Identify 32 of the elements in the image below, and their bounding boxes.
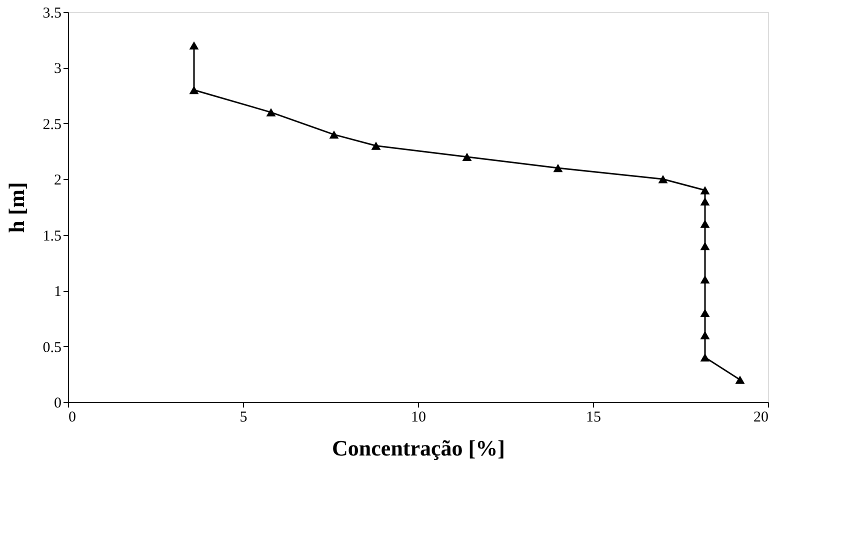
y-tick-label: 2.5: [42, 116, 62, 133]
x-tick-label: 15: [586, 410, 601, 426]
point: [700, 353, 710, 362]
point: [700, 331, 710, 340]
point: [266, 108, 276, 116]
point: [658, 175, 668, 184]
point: [462, 152, 472, 161]
y-tick-label: 0.5: [42, 340, 62, 356]
point: [553, 164, 563, 172]
y-tick-label: 1.5: [42, 228, 62, 244]
point: [735, 376, 745, 384]
y-tick-label: 0: [54, 396, 62, 412]
point: [700, 186, 710, 194]
x-tick-label: 0: [68, 410, 76, 426]
y-tick-label: 2: [54, 172, 62, 189]
x-tick-label: 10: [411, 410, 426, 426]
y-tick-label: 1: [54, 284, 62, 300]
y-axis-title: h [m]: [4, 182, 29, 233]
point: [700, 242, 710, 250]
x-tick-label: 5: [240, 410, 248, 426]
x-tick-label: 20: [754, 410, 768, 426]
point: [329, 130, 339, 139]
point: [700, 308, 710, 317]
point: [189, 41, 199, 50]
point: [700, 275, 710, 284]
x-axis-title: Concentração [%]: [332, 436, 505, 460]
y-tick-label: 3: [54, 61, 62, 78]
point: [700, 197, 710, 206]
y-tick-label: 3.5: [42, 6, 62, 22]
point: [700, 220, 710, 228]
point: [371, 142, 381, 150]
point: [189, 86, 199, 94]
